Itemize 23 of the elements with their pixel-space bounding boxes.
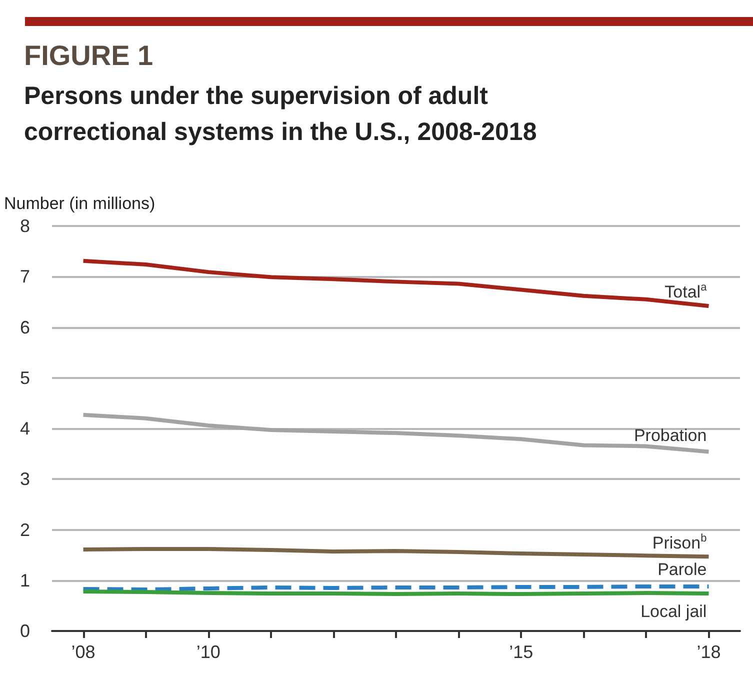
chart-subtitle: Persons under the supervision of adult correctional systems in the U.S., 2008-2018 bbox=[24, 81, 538, 148]
series-label: Probation bbox=[632, 426, 708, 445]
x-tick-label: ’18 bbox=[696, 642, 721, 662]
series-label: Prison$^{b}$ bbox=[651, 531, 708, 552]
y-tick-label: 3 bbox=[20, 469, 30, 490]
y-axis-title: Number (in millions) bbox=[4, 194, 156, 213]
x-tick-label: ’08 bbox=[71, 642, 96, 662]
y-tick-label: 8 bbox=[20, 216, 30, 236]
y-tick-label: 7 bbox=[20, 266, 30, 287]
line-series bbox=[81, 412, 711, 454]
y-tick-label: 6 bbox=[20, 317, 30, 338]
line-series bbox=[81, 258, 711, 308]
chart-title: FIGURE 1 bbox=[24, 40, 154, 72]
series-label: Parole bbox=[656, 560, 708, 580]
y-tick-label: 4 bbox=[20, 418, 30, 438]
y-tick-label: 5 bbox=[20, 368, 30, 388]
x-tick-label: ’15 bbox=[509, 642, 534, 662]
y-tick-label: 2 bbox=[20, 520, 30, 540]
x-tick-label: ’10 bbox=[196, 642, 220, 662]
series-label: Local jail bbox=[640, 602, 708, 621]
y-tick-label: 0 bbox=[20, 621, 30, 641]
y-tick-label: 1 bbox=[20, 570, 30, 590]
series-label: Total$^{a}$ bbox=[664, 280, 708, 302]
